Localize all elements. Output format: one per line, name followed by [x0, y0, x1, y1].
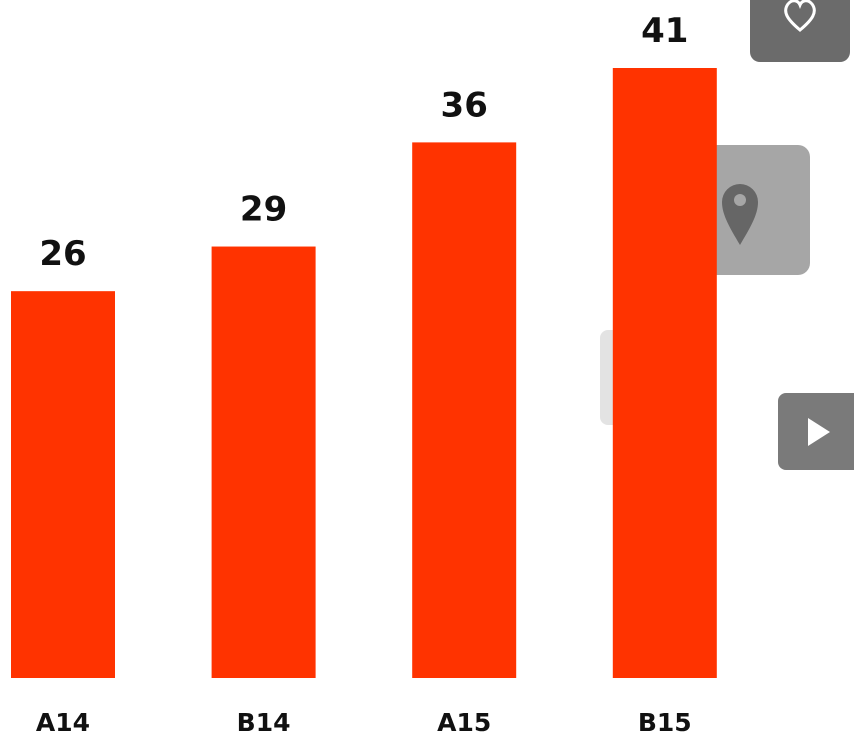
data-label: 36: [441, 85, 488, 125]
bar: [11, 291, 115, 678]
heart-icon: [784, 0, 816, 32]
plot: 26 A14 29 B14 36 A15 41 B15: [11, 11, 717, 737]
x-tick-label: B14: [237, 708, 291, 737]
bar: [211, 246, 316, 678]
pin-icon: [722, 184, 758, 245]
x-tick-label: A15: [437, 708, 491, 737]
bar: [612, 68, 717, 678]
data-label: 41: [641, 11, 688, 51]
data-label: 29: [240, 190, 287, 230]
data-label: 26: [39, 234, 86, 274]
bar: [412, 142, 517, 678]
pin-hole: [734, 194, 746, 206]
background-icons: [600, 0, 854, 470]
x-tick-label: B15: [638, 708, 692, 737]
play-icon: [808, 418, 830, 446]
x-tick-label: A14: [36, 708, 90, 737]
